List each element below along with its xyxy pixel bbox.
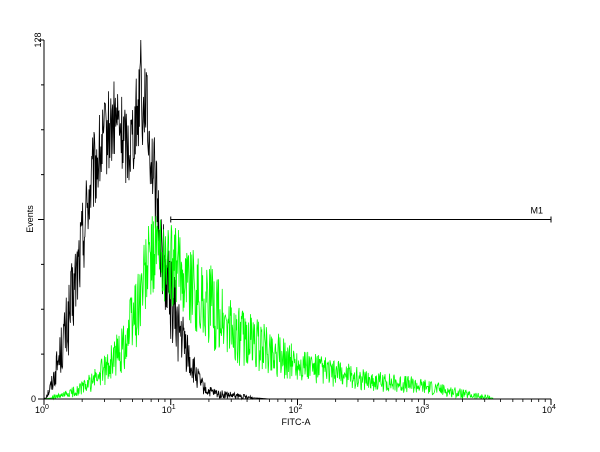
series-line-1 — [43, 39, 270, 401]
y-axis-ticks: 0 128 — [31, 32, 44, 404]
y-tick-label: 128 — [33, 32, 43, 47]
series-line-2 — [43, 216, 494, 401]
x-tick-label: 103 — [415, 404, 429, 415]
x-tick-label: 100 — [35, 404, 49, 415]
x-tick-label: 101 — [162, 404, 176, 415]
x-tick-label: 104 — [542, 404, 556, 415]
y-tick-label: 0 — [31, 394, 36, 404]
x-tick-label: 102 — [289, 404, 303, 415]
gate-label: M1 — [530, 206, 543, 216]
x-axis-ticks: 100 101 102 103 104 — [35, 399, 556, 415]
x-axis-label: FITC-A — [282, 417, 311, 427]
y-axis-label: Events — [25, 205, 35, 233]
series-layer — [43, 39, 494, 401]
gate-marker: M1 — [170, 206, 552, 223]
